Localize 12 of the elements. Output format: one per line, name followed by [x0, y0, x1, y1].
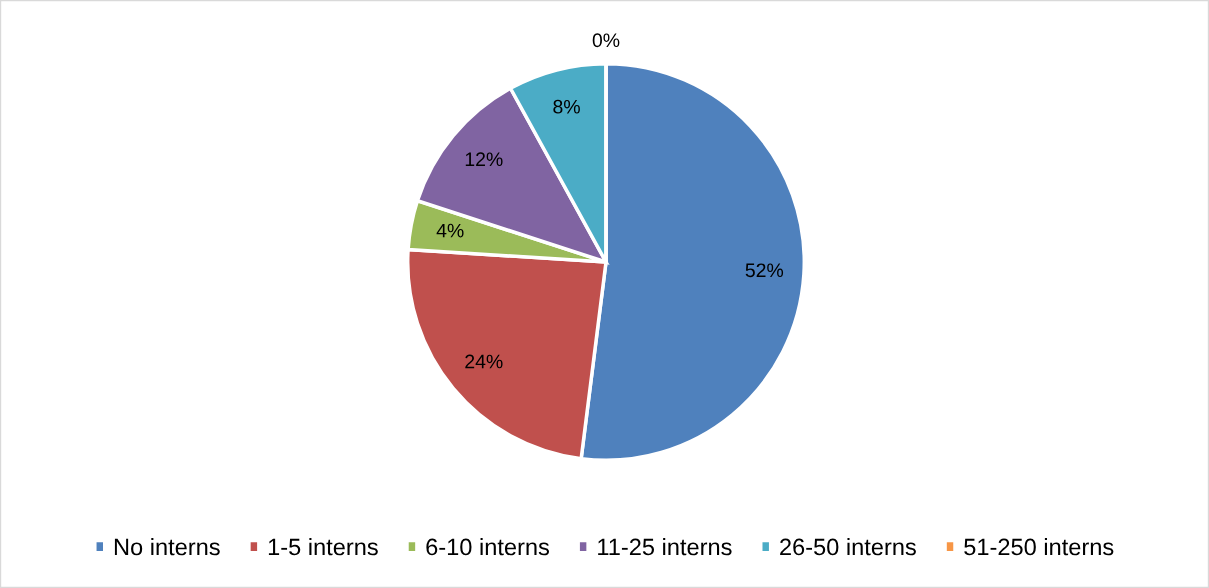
data-label: 4%: [436, 223, 464, 238]
legend-label: 6-10 interns: [426, 537, 549, 556]
data-label: 12%: [465, 152, 503, 167]
legend-label: 11-25 interns: [598, 537, 732, 556]
legend-label: 26-50 interns: [780, 537, 916, 556]
data-label: 52%: [745, 263, 784, 278]
legend-label: 1-5 interns: [268, 537, 378, 556]
data-label: 24%: [465, 354, 503, 369]
text: 0%: [592, 33, 620, 48]
legend-label: 51-250 interns: [964, 537, 1114, 556]
data-label: 8%: [553, 99, 580, 114]
legend-label: No interns: [114, 537, 220, 556]
